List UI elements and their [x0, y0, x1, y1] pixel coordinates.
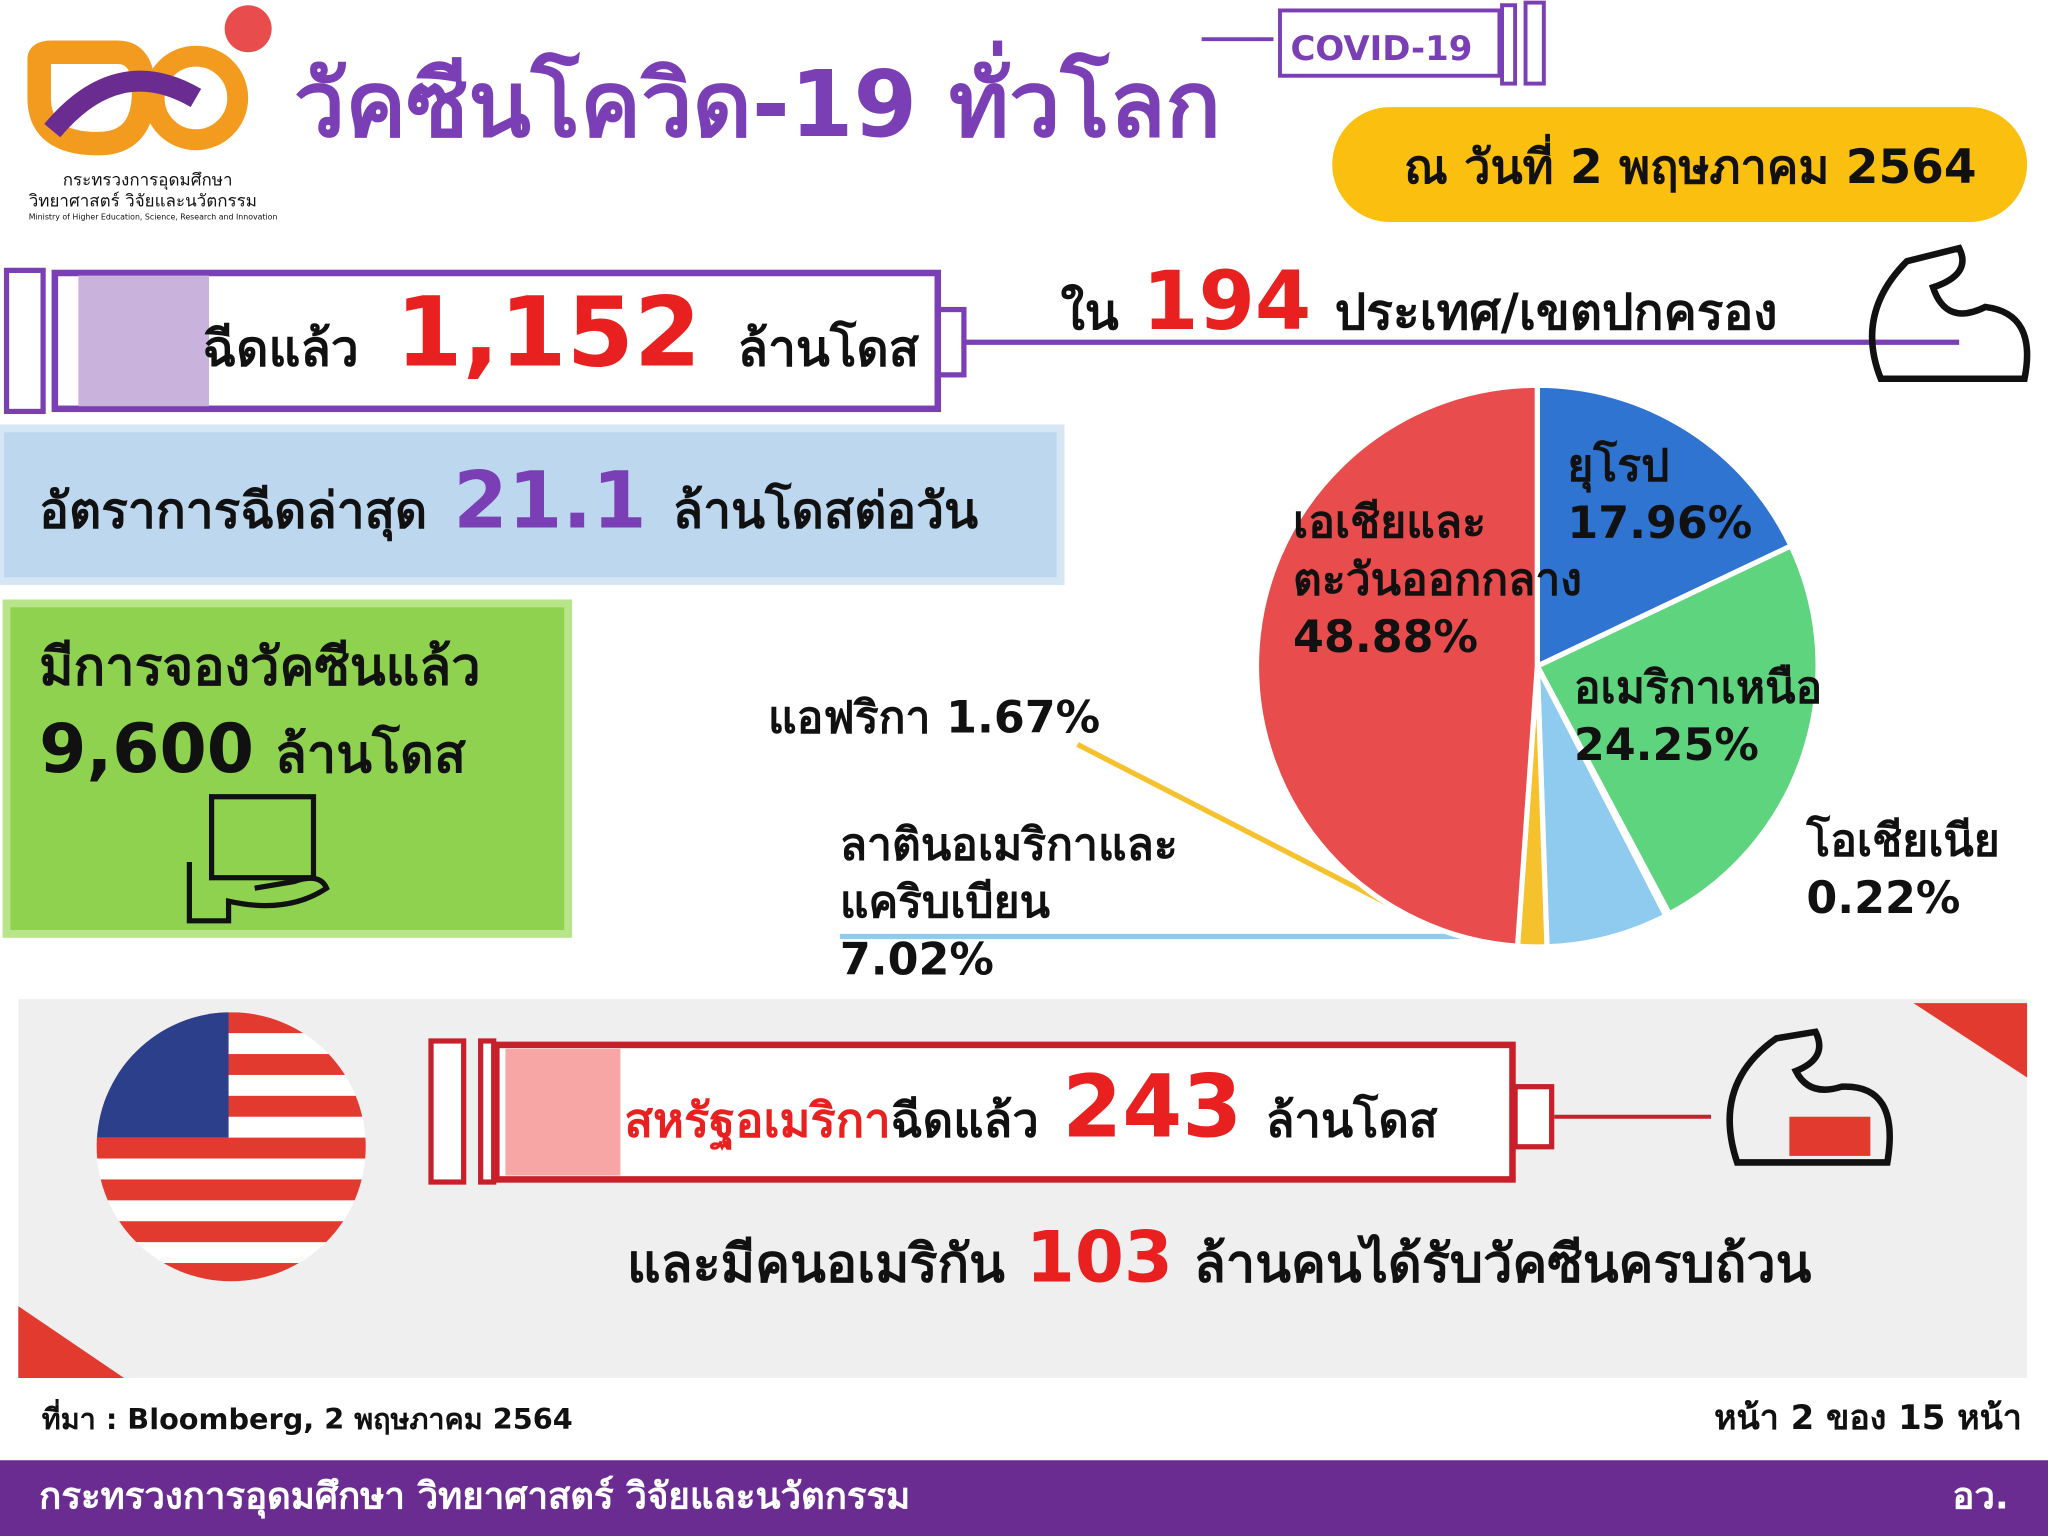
- pie-slice: [1533, 542, 1821, 918]
- category-name: อเมริกาเหนือ: [1573, 662, 1823, 715]
- logo: [27, 5, 272, 156]
- doses: ฉีดแล้ว 1,152 ล้านโดส: [202, 276, 920, 390]
- badge: COVID-19: [1290, 30, 1473, 70]
- category-name: เอเชียและตะวันออกกลาง: [1293, 496, 1582, 607]
- value: 1,152: [395, 276, 702, 390]
- date-pill: [1332, 107, 2028, 223]
- pie-label: อเมริกาเหนือ 24.25%: [1574, 660, 1874, 775]
- label: ใน: [1060, 283, 1119, 341]
- value-label: 24.25%: [1573, 719, 1759, 773]
- leader-line: [1076, 742, 1423, 924]
- logo-text: วิทยาศาสตร์ วิจัยและนวัตกรรม: [28, 191, 257, 212]
- muscle-icon: [1868, 244, 2031, 383]
- category-name: แอฟริกา: [767, 692, 931, 745]
- country: สหรัฐอเมริกา: [624, 1094, 891, 1149]
- value-label: 1.67%: [946, 692, 1101, 745]
- muscle-icon: [1726, 1028, 1893, 1166]
- value-label: 7.02%: [839, 934, 994, 987]
- label: ฉีดแล้ว: [202, 319, 359, 378]
- value: 194: [1142, 253, 1312, 349]
- category-name: โอเชียเนีย: [1806, 815, 2000, 868]
- reserved: 9,600 ล้านโดส: [39, 710, 466, 790]
- usa-doses: สหรัฐอเมริกา ฉีดแล้ว 243 ล้านโดส: [624, 1056, 1438, 1158]
- page-number: หน้า 2 ของ 15 หน้า: [1714, 1398, 2022, 1439]
- pie-label: ยุโรป 17.96%: [1567, 438, 1815, 553]
- value: 243: [1062, 1056, 1243, 1158]
- value: 9,600: [39, 710, 255, 789]
- date: ณ วันที่ 2 พฤษภาคม 2564: [1404, 141, 1977, 195]
- box-icon: [186, 794, 330, 924]
- category-name: ยุโรป: [1567, 440, 1670, 493]
- countries: ใน 194 ประเทศ/เขตปกครอง: [1060, 253, 1778, 349]
- unit: ประเทศ/เขตปกครอง: [1334, 283, 1778, 341]
- rate-box: [0, 424, 1065, 586]
- footer-bar: [0, 1460, 2048, 1536]
- value-label: 48.88%: [1293, 611, 1479, 664]
- pie-slice: [1253, 382, 1540, 950]
- pie: [1253, 382, 1821, 950]
- label: ฉีดแล้ว: [890, 1094, 1039, 1149]
- value-label: 0.22%: [1806, 872, 1961, 925]
- unit: ล้านโดสต่อวัน: [672, 481, 979, 540]
- us-flag: [96, 1012, 366, 1282]
- pie-label: แอฟริกา 1.67%: [768, 690, 1160, 748]
- pie-label: โอเชียเนีย 0.22%: [1806, 812, 2041, 927]
- pie-slice: [1534, 382, 1795, 671]
- rate: อัตราการฉีดล่าสุด 21.1 ล้านโดสต่อวัน: [39, 455, 979, 548]
- title: วัคซีนโควิด-19 ทั่วโลก: [293, 50, 1222, 159]
- usa-people: และมีคนอเมริกัน 103 ล้านคนได้รับวัคซีนครบถ…: [627, 1217, 1811, 1298]
- label: และมีคนอเมริกัน: [626, 1234, 1005, 1295]
- label: อัตราการฉีดล่าสุด: [39, 481, 428, 540]
- unit: ล้านโดส: [1265, 1094, 1438, 1149]
- logo-text: กระทรวงการอุดมศึกษา: [62, 171, 233, 191]
- logo-text: Ministry of Higher Education, Science, R…: [28, 212, 278, 223]
- value-label: 17.96%: [1567, 497, 1753, 551]
- category-name: ลาตินอเมริกาและแคริบเบียน: [839, 818, 1178, 929]
- value: 103: [1025, 1215, 1174, 1299]
- syringe-usa: [428, 1038, 1712, 1185]
- reserved-label: มีการจองวัคซีนแล้ว: [39, 637, 481, 698]
- unit: ล้านโดส: [274, 724, 466, 785]
- pie-label: ลาตินอเมริกาและแคริบเบียน 7.02%: [840, 816, 1362, 989]
- abbr: อว.: [1952, 1474, 2009, 1518]
- value: 21.1: [453, 455, 647, 548]
- pie-label: เอเชียและตะวันออกกลาง 48.88%: [1293, 494, 1582, 667]
- syringe-icon: [1201, 0, 1546, 86]
- unit: ล้านโดส: [737, 319, 920, 378]
- syringe-main: [3, 267, 1960, 415]
- ministry: กระทรวงการอุดมศึกษา วิทยาศาสตร์ วิจัยและ…: [39, 1474, 911, 1518]
- source: ที่มา : Bloomberg, 2 พฤษภาคม 2564: [41, 1404, 573, 1437]
- unit: ล้านคนได้รับวัคซีนครบถ้วน: [1193, 1234, 1812, 1295]
